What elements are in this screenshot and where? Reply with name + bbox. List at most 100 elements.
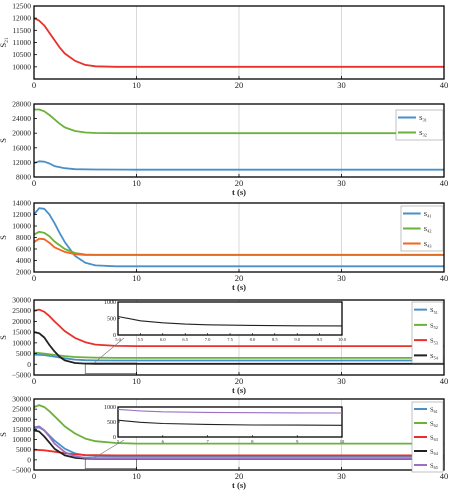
legend-label: S53 — [430, 338, 438, 346]
y-tick-label: 8000 — [16, 173, 31, 182]
y-tick-label: 4000 — [16, 256, 31, 265]
inset-x-tick-label: 5 — [117, 439, 120, 444]
inset-x-tick-label: 9.0 — [294, 337, 300, 342]
series-line-S52 — [33, 351, 444, 359]
x-tick-label: 20 — [235, 471, 244, 481]
y-tick-label: 8000 — [16, 233, 31, 242]
inset-x-tick-label: 6 — [162, 439, 165, 444]
series-line-S51 — [33, 353, 444, 362]
x-tick-label: 20 — [235, 273, 244, 283]
y-tick-label: 10000 — [12, 338, 31, 347]
x-tick-label: 40 — [440, 80, 449, 90]
y-tick-label: 10000 — [12, 435, 31, 444]
x-tick-label: 40 — [440, 471, 449, 481]
inset-x-tick-label: 7.5 — [227, 337, 233, 342]
y-tick-label: 24000 — [12, 114, 31, 123]
y-tick-label: 14000 — [12, 199, 31, 208]
y-tick-label: 12500 — [12, 2, 31, 11]
x-tick-label: 20 — [235, 178, 244, 188]
x-tick-label: 0 — [32, 273, 36, 283]
y-axis-label: S21 — [0, 37, 10, 47]
y-tick-label: 25000 — [12, 405, 31, 414]
legend-label: S31 — [419, 115, 427, 123]
y-tick-label: 20000 — [12, 415, 31, 424]
y-tick-label: 30000 — [12, 395, 31, 404]
series-line-panel1-1 — [33, 17, 444, 68]
inset-x-tick-label: 7 — [206, 439, 209, 444]
y-axis-label: S — [0, 138, 8, 143]
inset-frame — [117, 301, 343, 336]
x-tick-label: 10 — [132, 273, 141, 283]
y-tick-label: 10000 — [12, 222, 31, 231]
series-line-S54 — [33, 331, 444, 365]
inset-x-tick-label: 5.0 — [115, 337, 121, 342]
inset-connector — [93, 439, 125, 459]
x-tick-label: 10 — [132, 80, 141, 90]
x-tick-label: 10 — [132, 178, 141, 188]
y-tick-label: −5000 — [12, 371, 31, 380]
y-tick-label: 12000 — [12, 14, 31, 23]
inset-connector — [93, 337, 125, 364]
y-tick-label: 0 — [27, 455, 31, 464]
inset-y-tick-label: 0 — [113, 435, 116, 441]
series-line-S43 — [33, 237, 444, 256]
legend: S31 S32 — [395, 109, 444, 141]
y-tick-label: 10500 — [12, 50, 31, 59]
y-axis-label: S — [0, 432, 8, 437]
x-tick-label: 0 — [32, 376, 36, 386]
x-axis-label: t (s) — [232, 385, 246, 395]
x-tick-label: 40 — [440, 273, 449, 283]
legend-label: S62 — [430, 421, 438, 429]
y-tick-label: 6000 — [16, 245, 31, 254]
y-tick-label: −5000 — [12, 466, 31, 475]
x-tick-label: 0 — [32, 80, 36, 90]
y-tick-label: 15000 — [12, 425, 31, 434]
legend-label: S65 — [430, 463, 438, 471]
inset-series-line — [117, 419, 343, 426]
inset-x-tick-label: 6.5 — [182, 337, 188, 342]
inset-y-tick-label: 500 — [107, 420, 116, 426]
x-axis-label: t (s) — [232, 282, 246, 292]
y-tick-label: 10000 — [12, 62, 31, 71]
x-tick-label: 30 — [337, 273, 346, 283]
series-line-S41 — [33, 207, 444, 268]
inset-y-tick-label: 1000 — [104, 405, 116, 411]
legend-box — [411, 301, 444, 364]
inset-x-tick-label: 7.0 — [205, 337, 211, 342]
series-line-S65 — [33, 425, 444, 459]
inset-x-tick-label: 6.0 — [160, 337, 166, 342]
series-line-S53 — [33, 308, 444, 347]
inset-x-tick-label: 9.5 — [317, 337, 323, 342]
y-tick-label: 12000 — [12, 210, 31, 219]
legend-label: S64 — [430, 449, 439, 457]
x-tick-label: 20 — [235, 376, 244, 386]
series-line-S31 — [33, 160, 444, 171]
x-tick-label: 40 — [440, 376, 449, 386]
x-axis-label: t (s) — [232, 480, 246, 490]
series-line-S32 — [34, 108, 444, 135]
panel-1: 10000 10500 11000 11500 12000 12500 0 10 20 30 40 S… — [0, 2, 448, 91]
legend-label: S41 — [424, 211, 432, 219]
y-tick-label: 5000 — [16, 445, 31, 454]
y-tick-label: 11000 — [13, 38, 32, 47]
y-tick-label: 20000 — [12, 129, 31, 138]
legend: S41 S42 S43 — [400, 205, 444, 252]
y-tick-label: 5000 — [16, 349, 31, 358]
y-axis-label: S — [0, 335, 8, 340]
zoom-region — [84, 458, 137, 469]
legend-label: S61 — [430, 407, 438, 415]
series-line-S62 — [33, 404, 444, 445]
inset-series-line — [117, 315, 343, 327]
legend-label: S42 — [424, 226, 432, 234]
inset-series-line — [117, 408, 343, 414]
y-tick-label: 30000 — [12, 296, 31, 305]
x-tick-label: 10 — [132, 376, 141, 386]
x-tick-label: 20 — [235, 80, 244, 90]
y-tick-label: 15000 — [12, 328, 31, 337]
inset-x-tick-label: 5.5 — [138, 337, 144, 342]
y-axis-label: S — [0, 235, 8, 240]
x-tick-label: 30 — [337, 471, 346, 481]
legend: S61 S62 S63 S64 S65 — [411, 401, 444, 473]
x-tick-label: 40 — [440, 178, 449, 188]
